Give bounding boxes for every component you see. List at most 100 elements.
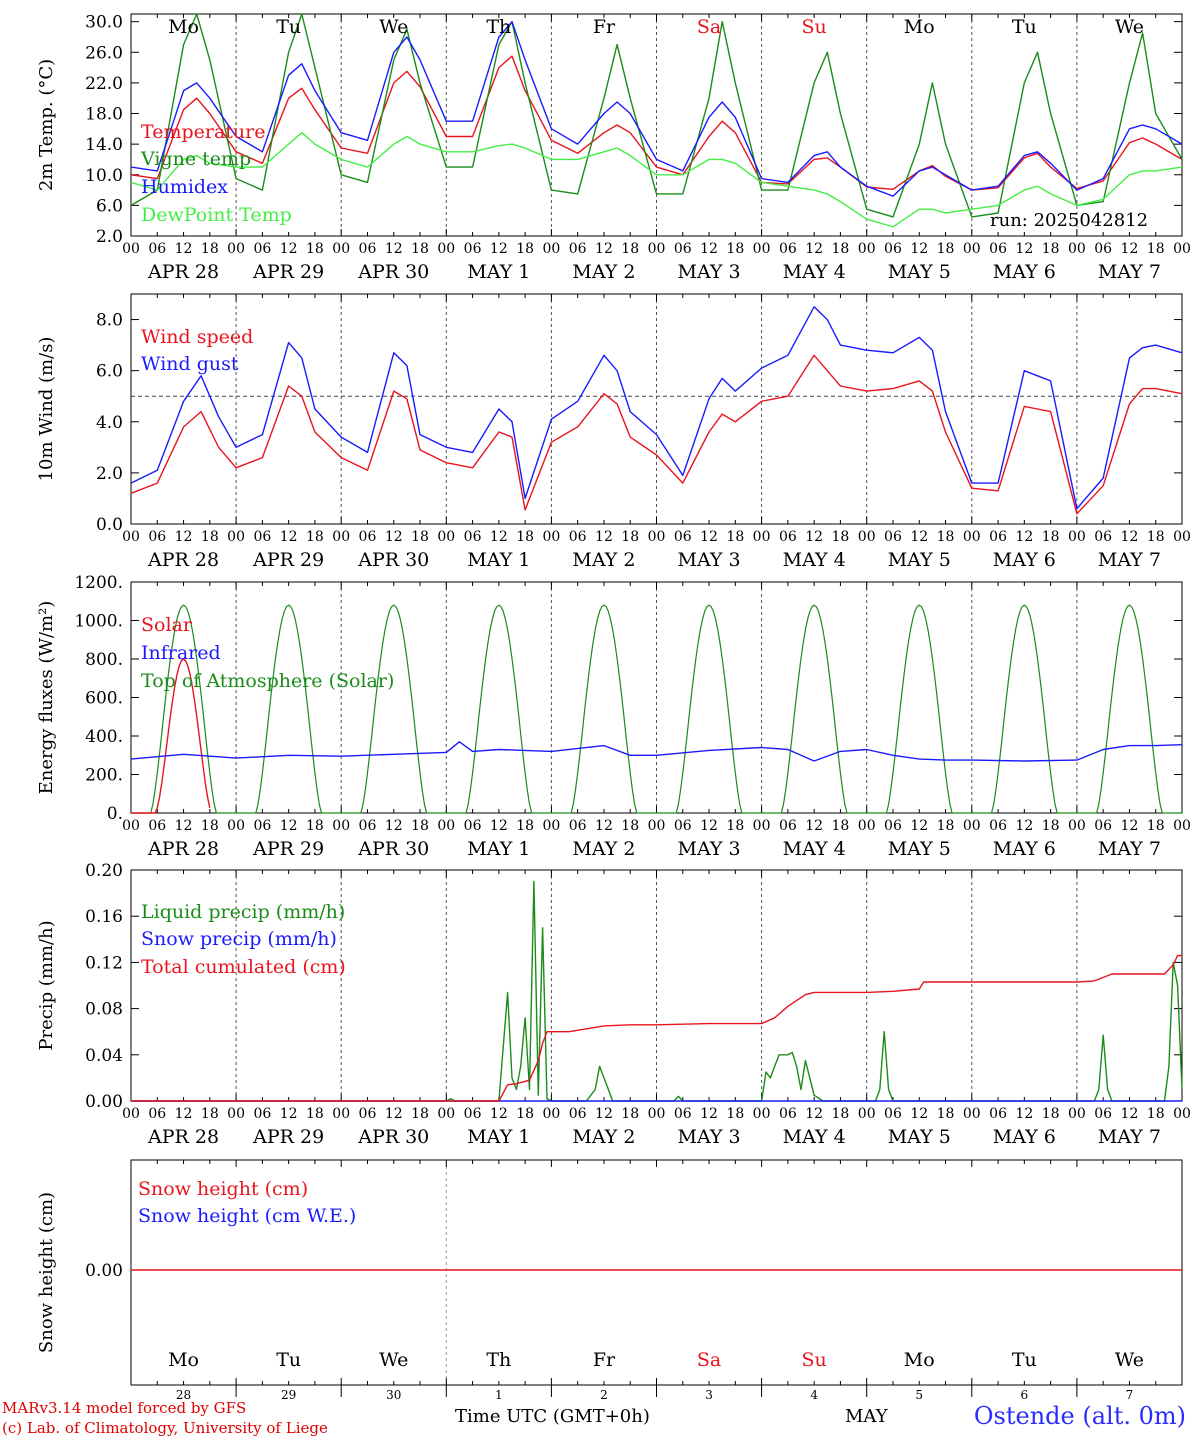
day-name: Th bbox=[486, 16, 511, 38]
y-tick-label: 600. bbox=[85, 689, 123, 709]
date-label: MAY 4 bbox=[783, 1126, 846, 1148]
hour-tick-label: 06 bbox=[464, 241, 482, 257]
hour-tick-label: 06 bbox=[1094, 1106, 1112, 1122]
precip-series-total-cumulated-cm- bbox=[131, 954, 1182, 1102]
hour-tick-label: 06 bbox=[674, 1106, 692, 1122]
hour-tick-label: 06 bbox=[253, 241, 271, 257]
date-label: MAY 5 bbox=[888, 838, 951, 860]
hour-tick-label: 18 bbox=[937, 529, 955, 545]
hour-tick-label: 06 bbox=[253, 529, 271, 545]
hour-tick-label: 00 bbox=[437, 1106, 455, 1122]
hour-tick-label: 00 bbox=[332, 529, 350, 545]
hour-tick-label: 18 bbox=[1147, 818, 1165, 834]
hour-tick-label: 00 bbox=[227, 818, 245, 834]
hour-tick-label: 06 bbox=[359, 818, 377, 834]
legend-entry: Infrared bbox=[141, 642, 221, 664]
date-label: APR 29 bbox=[252, 1126, 324, 1148]
date-label: MAY 7 bbox=[1098, 549, 1161, 571]
legend-entry: Humidex bbox=[141, 176, 228, 198]
hour-tick-label: 18 bbox=[306, 529, 324, 545]
y-tick-label: 0.00 bbox=[85, 1092, 123, 1112]
hour-tick-label: 06 bbox=[464, 529, 482, 545]
hour-tick-label: 12 bbox=[805, 241, 823, 257]
hour-tick-label: 12 bbox=[490, 529, 508, 545]
hour-tick-label: 06 bbox=[989, 529, 1007, 545]
hour-tick-label: 18 bbox=[621, 241, 639, 257]
date-label: APR 30 bbox=[357, 261, 429, 283]
date-label: MAY 6 bbox=[993, 549, 1056, 571]
day-number: 1 bbox=[495, 1388, 503, 1402]
hour-tick-label: 18 bbox=[411, 1106, 429, 1122]
hour-tick-label: 00 bbox=[753, 818, 771, 834]
hour-tick-label: 18 bbox=[726, 818, 744, 834]
date-label: MAY 5 bbox=[888, 261, 951, 283]
day-name: Tu bbox=[1012, 16, 1037, 38]
date-label: MAY 1 bbox=[467, 1126, 530, 1148]
day-number: 6 bbox=[1021, 1388, 1029, 1402]
hour-tick-label: 06 bbox=[569, 1106, 587, 1122]
hour-tick-label: 18 bbox=[411, 818, 429, 834]
hour-tick-label: 00 bbox=[963, 818, 981, 834]
y-tick-label: 30.0 bbox=[85, 13, 123, 33]
date-label: APR 30 bbox=[357, 838, 429, 860]
y-tick-label: 0.08 bbox=[85, 1000, 123, 1020]
legend-entry: Vigne temp bbox=[140, 148, 251, 170]
time-axis-label: Time UTC (GMT+0h) bbox=[455, 1406, 650, 1427]
hour-tick-label: 00 bbox=[648, 529, 666, 545]
hour-tick-label: 12 bbox=[175, 818, 193, 834]
date-label: MAY 4 bbox=[783, 549, 846, 571]
hour-tick-label: 18 bbox=[1147, 529, 1165, 545]
hour-tick-label: 06 bbox=[253, 818, 271, 834]
hour-tick-label: 00 bbox=[753, 529, 771, 545]
hour-tick-label: 12 bbox=[595, 1106, 613, 1122]
hour-tick-label: 06 bbox=[569, 818, 587, 834]
day-number: 4 bbox=[810, 1388, 818, 1402]
date-label: MAY 2 bbox=[572, 1126, 635, 1148]
hour-tick-label: 18 bbox=[201, 241, 219, 257]
hour-tick-label: 12 bbox=[910, 1106, 928, 1122]
date-label: MAY 3 bbox=[678, 1126, 741, 1148]
date-label: MAY 7 bbox=[1098, 838, 1161, 860]
date-label: MAY 5 bbox=[888, 1126, 951, 1148]
hour-tick-label: 18 bbox=[621, 1106, 639, 1122]
date-label: MAY 4 bbox=[783, 838, 846, 860]
day-number: 2 bbox=[600, 1388, 608, 1402]
hour-tick-label: 18 bbox=[1042, 818, 1060, 834]
hour-tick-label: 12 bbox=[805, 529, 823, 545]
date-label: APR 29 bbox=[252, 549, 324, 571]
date-label: MAY 2 bbox=[572, 549, 635, 571]
hour-tick-label: 12 bbox=[490, 818, 508, 834]
hour-tick-label: 18 bbox=[201, 529, 219, 545]
hour-tick-label: 18 bbox=[937, 1106, 955, 1122]
credit-lab: (c) Lab. of Climatology, University of L… bbox=[2, 1419, 328, 1437]
day-name: Mo bbox=[168, 16, 199, 38]
date-label: MAY 1 bbox=[467, 838, 530, 860]
date-label: MAY 5 bbox=[888, 549, 951, 571]
hour-tick-label: 06 bbox=[884, 818, 902, 834]
hour-tick-label: 18 bbox=[726, 241, 744, 257]
y-tick-label: 1200. bbox=[74, 573, 123, 593]
temp-series-vigne-temp bbox=[130, 13, 1183, 218]
hour-tick-label: 18 bbox=[1042, 241, 1060, 257]
hour-tick-label: 18 bbox=[201, 818, 219, 834]
y-tick-label: 14.0 bbox=[85, 135, 123, 155]
legend-entry: Total cumulated (cm) bbox=[141, 956, 346, 978]
hour-tick-label: 18 bbox=[621, 529, 639, 545]
station-label: Ostende (alt. 0m) bbox=[973, 1402, 1186, 1430]
hour-tick-label: 00 bbox=[122, 1106, 140, 1122]
hour-tick-label: 12 bbox=[490, 1106, 508, 1122]
y-tick-label: 0. bbox=[107, 804, 123, 824]
hour-tick-label: 06 bbox=[359, 1106, 377, 1122]
hour-tick-label: 06 bbox=[1094, 529, 1112, 545]
hour-tick-label: 00 bbox=[1068, 529, 1086, 545]
y-tick-label: 0.12 bbox=[85, 953, 123, 973]
date-label: MAY 6 bbox=[993, 838, 1056, 860]
hour-tick-label: 00 bbox=[332, 241, 350, 257]
hour-tick-label: 00 bbox=[227, 529, 245, 545]
hour-tick-label: 06 bbox=[1094, 241, 1112, 257]
day-number: 5 bbox=[915, 1388, 923, 1402]
day-name: Tu bbox=[276, 16, 301, 38]
temp-series-dewpoint-temp bbox=[130, 131, 1183, 228]
y-tick-label: 6.0 bbox=[96, 362, 123, 382]
